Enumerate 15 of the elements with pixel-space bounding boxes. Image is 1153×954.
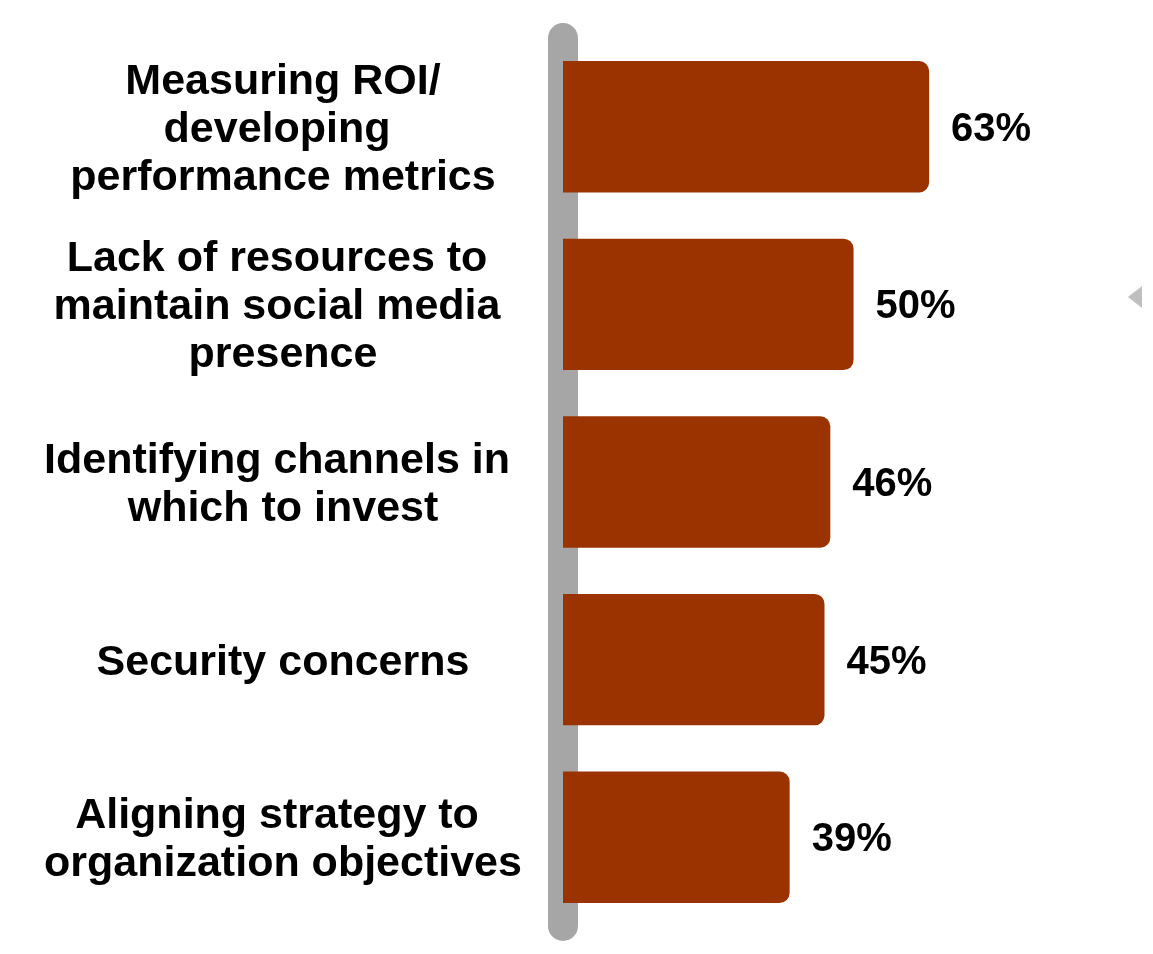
bar	[563, 771, 790, 903]
data-label: 63%	[951, 104, 1032, 149]
y-tick-label: Measuring ROI/developing performance metrics	[70, 54, 496, 199]
data-label: 50%	[875, 282, 956, 327]
y-tick-label: Aligning strategy to organization objectives	[44, 789, 522, 886]
bar	[563, 416, 831, 548]
bar	[563, 61, 930, 193]
data-label: 46%	[852, 460, 933, 504]
y-tick-label: Lack of resources to maintain social media presence	[53, 232, 513, 377]
data-label: 39%	[811, 815, 892, 860]
y-tick-label: Identifying channels in which to invest	[44, 434, 522, 530]
bar	[563, 593, 825, 726]
y-tick-label: Security concerns	[96, 635, 470, 684]
bar	[563, 238, 854, 371]
data-label: 45%	[846, 637, 927, 682]
